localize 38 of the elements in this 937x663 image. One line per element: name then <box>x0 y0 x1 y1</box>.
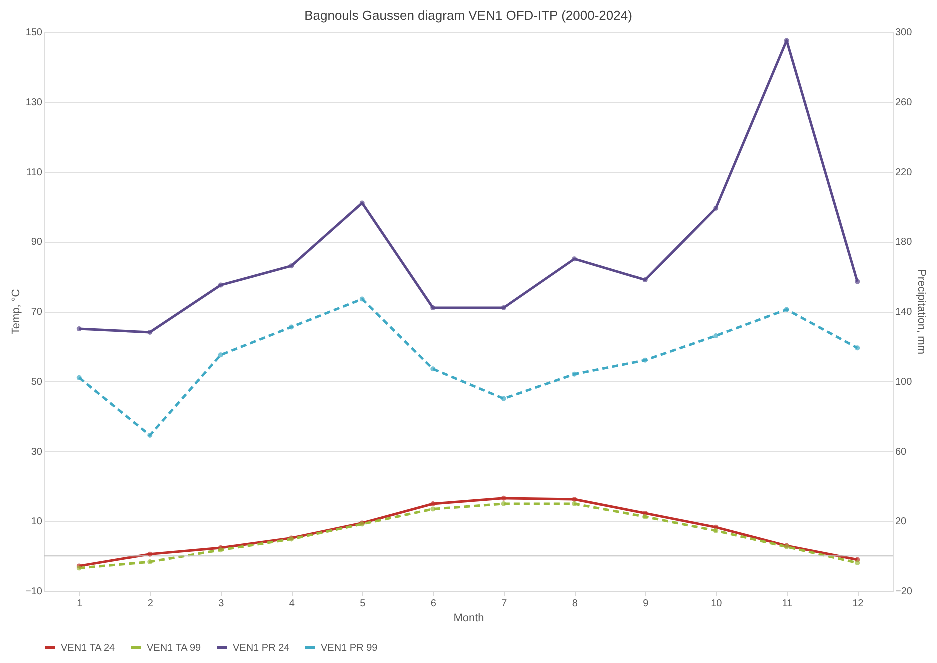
y2-tick-label: 260 <box>896 97 913 108</box>
y-tick-label: −10 <box>26 586 43 598</box>
x-tick-label: 8 <box>572 598 578 610</box>
y-tick-label: 70 <box>31 307 43 318</box>
x-axis-title: Month <box>454 612 484 624</box>
x-tick-label: 3 <box>218 598 225 610</box>
x-tick-label: 10 <box>711 598 723 610</box>
legend-label: VEN1 TA 99 <box>147 642 202 654</box>
y-tick-label: 150 <box>26 28 43 38</box>
legend-label: VEN1 TA 24 <box>61 642 116 654</box>
y2-tick-label: 100 <box>896 376 913 388</box>
legend-label: VEN1 PR 24 <box>233 642 290 654</box>
x-tick-label: 2 <box>148 598 154 610</box>
y2-tick-label: 180 <box>896 237 913 248</box>
x-tick-label: 12 <box>852 598 864 610</box>
x-tick-label: 11 <box>782 598 793 610</box>
y2-tick-label: −20 <box>896 586 913 598</box>
y2-tick-label: 20 <box>896 516 908 528</box>
y-tick-label: 130 <box>26 97 43 108</box>
y-axis-title: Temp, °C <box>10 289 23 335</box>
x-tick-label: 7 <box>502 598 508 610</box>
x-tick-label: 6 <box>430 598 437 610</box>
legend-label: VEN1 PR 99 <box>321 642 378 654</box>
y2-tick-label: 140 <box>896 307 913 318</box>
x-tick-label: 4 <box>289 598 296 610</box>
y-tick-label: 30 <box>31 446 43 458</box>
chart-title: Bagnouls Gaussen diagram VEN1 OFD-ITP (2000-2024) <box>304 8 632 23</box>
y-tick-label: 50 <box>31 376 43 388</box>
x-tick-label: 1 <box>77 598 84 610</box>
y2-tick-label: 220 <box>896 167 913 178</box>
y-tick-label: 10 <box>31 516 43 528</box>
y2-tick-label: 300 <box>896 28 913 38</box>
x-tick-label: 9 <box>643 598 650 610</box>
y-tick-label: 90 <box>31 237 43 248</box>
y-tick-label: 110 <box>26 167 43 178</box>
y2-tick-label: 60 <box>896 446 908 458</box>
x-tick-label: 5 <box>360 598 366 610</box>
y2-axis-title: Precipitation, mm <box>915 270 928 354</box>
